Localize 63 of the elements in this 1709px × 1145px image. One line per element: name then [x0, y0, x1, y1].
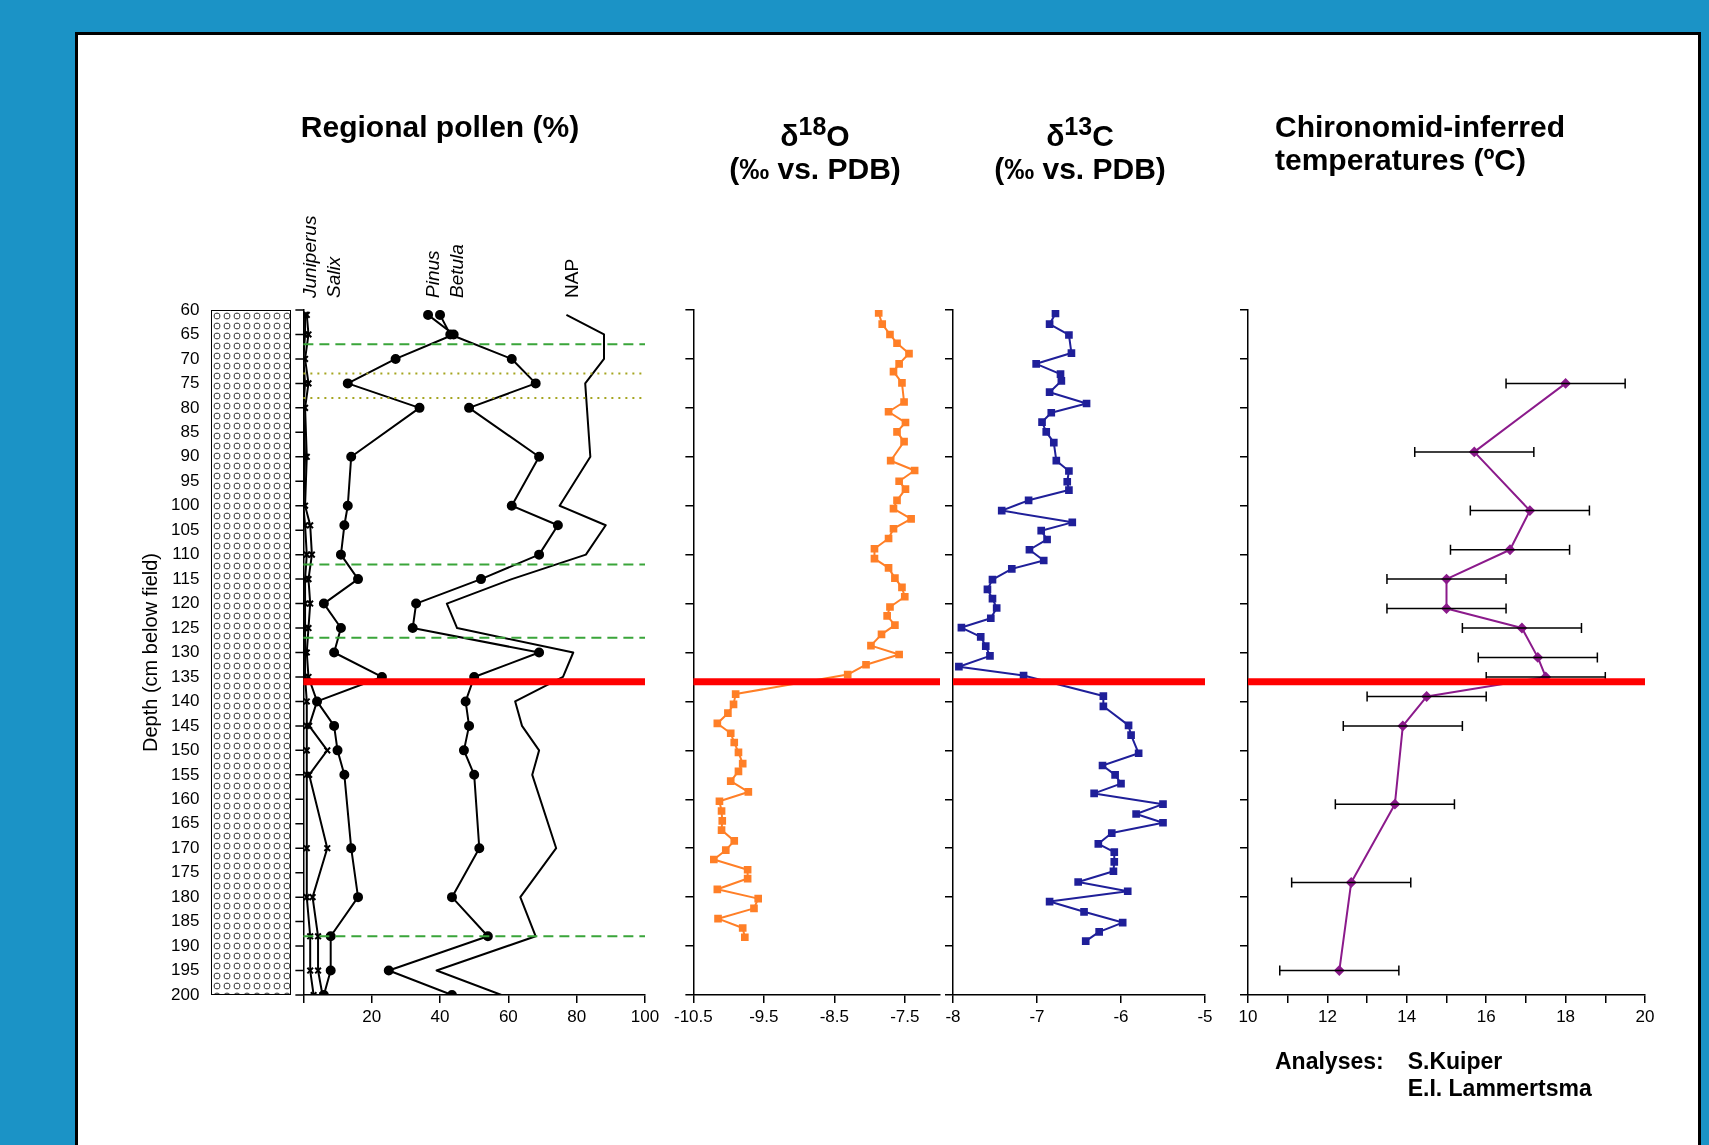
x-tick-label: 18 — [1556, 1006, 1576, 1026]
x-tick-label: 14 — [1397, 1006, 1417, 1026]
x-tick-label: -9.5 — [749, 1006, 779, 1026]
x-tick-label: -10.5 — [674, 1006, 713, 1026]
y-tick-label: 85 — [180, 422, 200, 442]
y-tick-label: 165 — [170, 813, 200, 833]
x-tick-label: -8.5 — [819, 1006, 849, 1026]
y-tick-label: 65 — [180, 324, 200, 344]
x-tick-label: 10 — [1238, 1006, 1258, 1026]
y-tick-label: 170 — [170, 837, 200, 857]
x-tick-label: -6 — [1113, 1006, 1129, 1026]
y-tick-label: 105 — [170, 519, 200, 539]
y-tick-label: 140 — [170, 691, 200, 711]
chart-subtitle: (‰ vs. PDB) — [993, 152, 1167, 185]
x-tick-label: -8 — [945, 1006, 961, 1026]
x-tick-label: 16 — [1476, 1006, 1496, 1026]
y-tick-label: 185 — [170, 911, 200, 931]
y-tick-label: 190 — [170, 935, 200, 955]
y-tick-label: 125 — [170, 617, 200, 637]
text: Analyses: — [1275, 1048, 1384, 1075]
y-tick-label: 80 — [180, 397, 200, 417]
x-tick-label: -7 — [1029, 1006, 1045, 1026]
x-tick-label: 12 — [1317, 1006, 1337, 1026]
chart-title: δ$^{13}$C — [1045, 111, 1115, 152]
x-tick-label: 20 — [1635, 1006, 1655, 1026]
y-tick-label: 180 — [170, 886, 200, 906]
chart-title: δ$^{18}$O — [779, 111, 851, 152]
x-tick-label: 60 — [498, 1006, 518, 1026]
text: E.I. Lammertsma — [1407, 1075, 1592, 1102]
y-tick-label: 130 — [170, 642, 200, 662]
y-tick-label: 175 — [170, 862, 200, 882]
x-tick-label: -5 — [1197, 1006, 1213, 1026]
y-tick-label: 95 — [180, 470, 200, 490]
x-tick-label: 80 — [567, 1006, 587, 1026]
y-tick-label: 145 — [170, 715, 200, 735]
y-axis-title: Depth (cm below field) — [138, 553, 161, 752]
y-tick-label: 155 — [170, 764, 200, 784]
chart-title: Regional pollen (%) — [299, 110, 581, 143]
text: Betula — [446, 244, 468, 298]
x-tick-label: 20 — [362, 1006, 382, 1026]
text: Pinus — [422, 249, 444, 298]
y-tick-label: 60 — [180, 299, 200, 319]
text: Juniperus — [299, 215, 321, 299]
x-tick-label: -7.5 — [890, 1006, 920, 1026]
chart-subtitle: (‰ vs. PDB) — [728, 152, 902, 185]
y-tick-label: 75 — [180, 373, 200, 393]
y-tick-label: 200 — [170, 984, 200, 1004]
y-tick-label: 70 — [180, 348, 200, 368]
y-tick-label: 90 — [180, 446, 200, 466]
x-tick-label: 40 — [430, 1006, 450, 1026]
y-tick-label: 160 — [170, 788, 200, 808]
y-tick-label: 195 — [170, 960, 200, 980]
x-tick-label: 100 — [630, 1006, 660, 1026]
text: NAP — [560, 258, 582, 298]
y-tick-label: 115 — [172, 568, 200, 588]
y-tick-label: 135 — [170, 666, 200, 686]
y-tick-label: 110 — [172, 544, 200, 564]
text: S.Kuiper — [1407, 1048, 1504, 1075]
text: Salix — [323, 255, 345, 298]
y-tick-label: 120 — [170, 593, 200, 613]
y-tick-label: 100 — [170, 495, 200, 515]
y-tick-label: 150 — [170, 740, 200, 760]
chart-title: Chironomid-inferred temperatures (ºC) — [1275, 110, 1566, 176]
